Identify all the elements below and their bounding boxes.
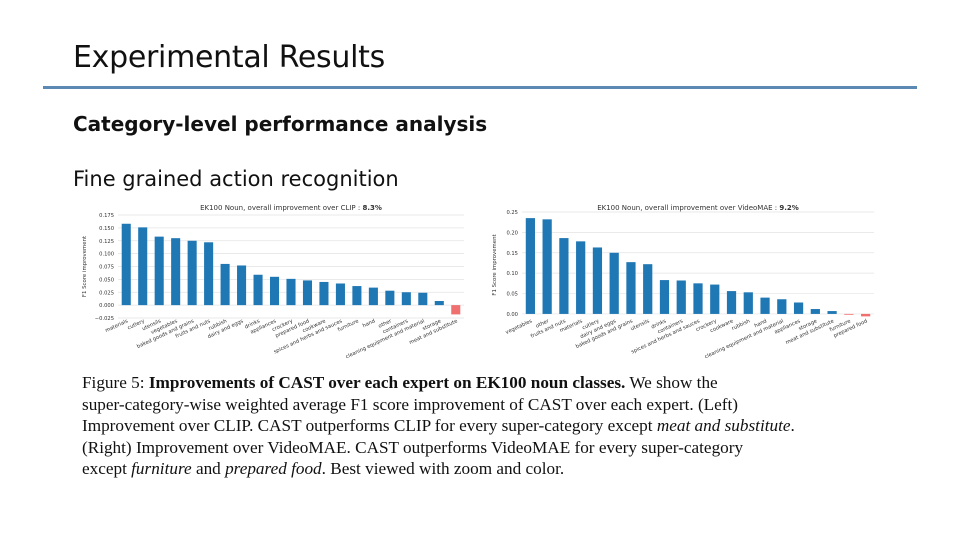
x-tick-label: vegetables: [505, 318, 534, 336]
bar: [401, 292, 411, 306]
clip-chart-svg: EK100 Noun, overall improvement over CLI…: [82, 204, 464, 360]
figure-caption: Figure 5: Improvements of CAST over each…: [82, 372, 882, 480]
caption-line-1: Figure 5: Improvements of CAST over each…: [82, 372, 882, 394]
bar: [576, 241, 586, 314]
x-tick-label: other: [378, 318, 394, 330]
caption-line3b: .: [790, 416, 795, 435]
caption-line3a: Improvement over CLIP. CAST outperforms …: [82, 416, 657, 435]
caption-line-5: except furniture and prepared food. Best…: [82, 458, 882, 480]
section-heading: Category-level performance analysis: [73, 112, 488, 136]
y-tick-label: 0.10: [506, 271, 518, 277]
bar: [286, 278, 296, 306]
bar: [643, 264, 653, 314]
chart-title-value: 9.2%: [779, 204, 798, 212]
bar: [434, 301, 444, 306]
x-tick-label: hand: [362, 318, 376, 329]
bar: [269, 276, 280, 306]
caption-bold: Improvements of CAST over each expert on…: [148, 373, 626, 392]
bar: [861, 313, 871, 317]
bar: [743, 292, 753, 314]
x-tick-label: other: [535, 318, 551, 330]
bar: [810, 309, 820, 314]
chart-title: EK100 Noun, overall improvement over Vid…: [597, 204, 799, 212]
title-divider: [43, 86, 917, 89]
x-tick-label: utensils: [630, 318, 651, 332]
bar: [220, 263, 230, 306]
bar: [253, 274, 263, 306]
videomae-chart-svg: EK100 Noun, overall improvement over Vid…: [492, 204, 874, 360]
clip-improvement-chart: EK100 Noun, overall improvement over CLI…: [80, 200, 472, 368]
y-tick-label: 0.100: [99, 252, 114, 258]
chart-title-text: EK100 Noun, overall improvement over Vid…: [597, 204, 779, 212]
bar: [154, 236, 164, 306]
bar: [368, 287, 378, 306]
y-tick-label: 0.25: [506, 210, 518, 216]
caption-line5b: and: [191, 459, 226, 478]
bar: [335, 283, 345, 306]
y-tick-label: 0.175: [99, 213, 114, 219]
caption-line5c: . Best viewed with zoom and color.: [321, 459, 565, 478]
bar: [418, 292, 428, 306]
bar: [385, 290, 395, 306]
bar: [187, 240, 197, 306]
bar: [559, 238, 569, 314]
y-tick-label: 0.000: [99, 303, 114, 309]
bar: [726, 291, 737, 314]
subheading: Fine grained action recognition: [73, 167, 399, 191]
caption-line5-em1: furniture: [131, 459, 192, 478]
y-tick-label: −0.025: [95, 316, 114, 322]
bar: [302, 280, 313, 306]
bar: [693, 283, 703, 314]
y-axis-label: F1 Score improvement: [492, 234, 498, 295]
y-tick-label: 0.125: [99, 239, 114, 245]
bar: [138, 227, 148, 306]
y-tick-label: 0.05: [506, 292, 518, 298]
bar: [592, 247, 603, 314]
bar: [352, 286, 362, 306]
caption-line1-rest: We show the: [625, 373, 718, 392]
bar: [659, 280, 670, 314]
bar: [171, 238, 181, 306]
y-tick-label: 0.050: [99, 277, 114, 283]
bar: [609, 252, 619, 314]
bar: [319, 281, 329, 306]
caption-line-3: Improvement over CLIP. CAST outperforms …: [82, 415, 882, 437]
bar: [121, 223, 131, 306]
y-tick-label: 0.025: [99, 290, 114, 296]
slide-title: Experimental Results: [73, 40, 385, 75]
bar: [451, 305, 461, 315]
x-tick-label: rubbish: [731, 318, 751, 332]
bar: [676, 280, 686, 314]
y-tick-label: 0.150: [99, 226, 114, 232]
caption-line5-em2: prepared food: [225, 459, 322, 478]
y-tick-label: 0.075: [99, 265, 114, 271]
bar: [844, 313, 854, 315]
y-axis-label: F1 Score improvement: [82, 236, 88, 297]
chart-title-value: 8.3%: [362, 204, 381, 212]
bar: [710, 284, 720, 314]
chart-title-text: EK100 Noun, overall improvement over CLI…: [200, 204, 362, 212]
chart-title: EK100 Noun, overall improvement over CLI…: [200, 204, 382, 212]
bar: [626, 262, 636, 314]
videomae-improvement-chart: EK100 Noun, overall improvement over Vid…: [490, 200, 882, 368]
bar: [525, 218, 535, 314]
bar: [204, 242, 214, 306]
bar: [793, 302, 804, 314]
y-tick-label: 0.00: [506, 312, 518, 318]
caption-line5a: except: [82, 459, 132, 478]
bar: [760, 297, 770, 314]
bar: [827, 311, 837, 314]
caption-line3-em: meat and substitute: [656, 416, 791, 435]
caption-line-2: super-category-wise weighted average F1 …: [82, 394, 739, 414]
caption-line-4: (Right) Improvement over VideoMAE. CAST …: [82, 437, 744, 457]
y-tick-label: 0.20: [506, 230, 518, 236]
bar: [542, 219, 552, 314]
caption-label: Figure 5:: [82, 373, 145, 392]
y-tick-label: 0.15: [506, 251, 518, 257]
bar: [777, 299, 787, 314]
bar: [237, 265, 247, 306]
x-tick-label: hand: [754, 318, 768, 329]
